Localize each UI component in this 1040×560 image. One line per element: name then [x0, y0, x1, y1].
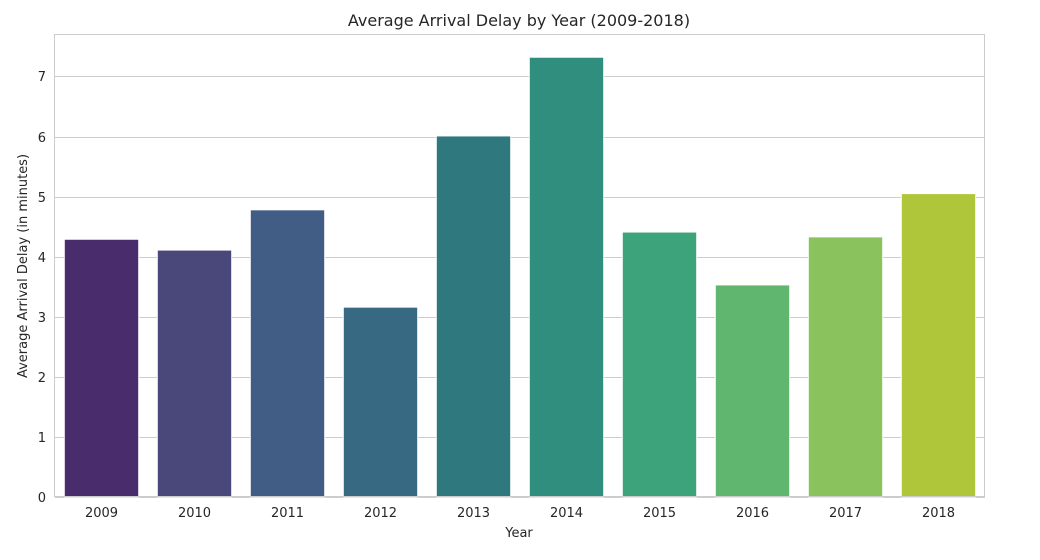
- y-tick-label: 1: [38, 431, 46, 446]
- y-tick-label: 3: [38, 311, 46, 326]
- bar-2011: [249, 209, 326, 498]
- chart-title: Average Arrival Delay by Year (2009-2018…: [348, 11, 690, 30]
- bar-2012: [342, 306, 419, 498]
- x-tick-label: 2016: [736, 506, 769, 521]
- y-axis-label: Average Arrival Delay (in minutes): [16, 154, 31, 378]
- x-tick-label: 2011: [271, 506, 304, 521]
- bars: [63, 56, 977, 498]
- bar-2017: [807, 236, 884, 498]
- y-tick-label: 6: [38, 131, 46, 146]
- y-tick-label: 5: [38, 191, 46, 206]
- bar-2013: [435, 135, 512, 498]
- y-tick-label: 4: [38, 251, 46, 266]
- bar-2014: [528, 56, 605, 498]
- bar-2010: [156, 249, 233, 498]
- bar-2016: [714, 284, 791, 498]
- y-tick-label: 0: [38, 491, 46, 506]
- bar-2018: [900, 193, 977, 498]
- x-tick-label: 2017: [829, 506, 862, 521]
- x-tick-label: 2015: [643, 506, 676, 521]
- y-tick-label: 7: [38, 70, 46, 85]
- y-tick-labels: 0 1 2 3 4 5 6 7: [38, 70, 46, 506]
- x-tick-label: 2013: [457, 506, 490, 521]
- x-tick-label: 2018: [922, 506, 955, 521]
- x-axis-label: Year: [504, 526, 533, 541]
- x-tick-labels: 2009 2010 2011 2012 2013 2014 2015 2016 2017 2018: [85, 506, 955, 521]
- x-tick-label: 2014: [550, 506, 583, 521]
- plot-frame: [54, 34, 985, 497]
- x-tick-label: 2010: [178, 506, 211, 521]
- bar-2009: [63, 238, 140, 498]
- y-tick-label: 2: [38, 371, 46, 386]
- x-tick-label: 2012: [364, 506, 397, 521]
- x-tick-label: 2009: [85, 506, 118, 521]
- bar-2015: [621, 231, 698, 498]
